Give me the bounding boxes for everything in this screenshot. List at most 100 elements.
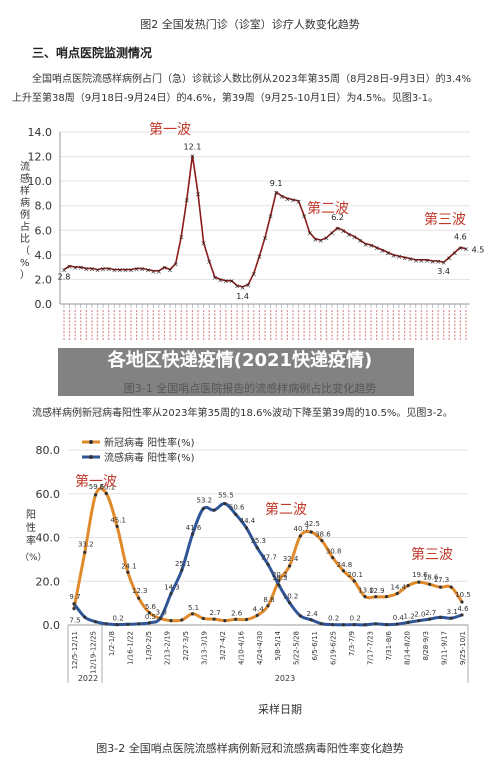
chart2-x-tick-label: 3/13-3/19 <box>200 631 208 665</box>
chart2-series-covid-point <box>244 617 249 622</box>
chart2-series-covid-point <box>83 550 87 554</box>
chart1-data-point: × <box>446 254 452 262</box>
chart2-series-covid-point <box>201 616 205 621</box>
chart2-series-flu-point <box>255 546 259 550</box>
chart1-data-point: × <box>374 244 380 252</box>
chart2-series-covid-point <box>438 585 443 589</box>
chart2-x-tick-label: 8/14-8/20 <box>404 631 412 665</box>
chart2-series-flu-point <box>438 615 443 619</box>
chart1-data-point: × <box>329 230 335 238</box>
chart2-series-covid-point <box>406 584 410 588</box>
chart2-series-flu-point <box>190 532 195 536</box>
chart2-data-label: 27.7 <box>261 553 277 561</box>
chart1-data-point: × <box>111 267 117 275</box>
chart1-data-point: × <box>189 152 195 160</box>
chart2-series-flu-point <box>352 622 356 627</box>
chart2-series-covid-point <box>72 606 76 611</box>
chart2-series-covid-point <box>169 619 173 623</box>
chart2-series-covid-point <box>309 530 313 534</box>
chart2-series-flu-point <box>363 623 367 627</box>
chart2-x-tick-label: 7/17-7/23 <box>367 631 375 665</box>
chart1-data-label: 12.1 <box>184 142 202 151</box>
chart2-data-label: 42.5 <box>304 520 320 528</box>
chart2-data-label: 53.2 <box>197 497 213 505</box>
chart2-series-covid-point <box>223 619 227 623</box>
chart2-series-covid-point <box>212 617 216 621</box>
chart1-data-point: × <box>139 265 145 273</box>
chart1-y-tick-label: 10.0 <box>28 175 53 188</box>
chart2-series-flu-point <box>83 615 87 619</box>
chart2-series-flu-point <box>169 592 173 596</box>
chart2-series-flu-point <box>277 583 281 587</box>
chart2-data-label: 7.5 <box>69 617 80 625</box>
chart2-x-tick-label: 1/30-2/5 <box>145 631 153 661</box>
positivity-rate-chart: 0.0 20.0 40.0 60.0 80.0 阳性率 （%） 12/5-12/11 12/19… <box>20 436 471 716</box>
chart2-data-label: 12.9 <box>369 587 385 595</box>
chart2-x-tick-label: 2/27-3/5 <box>182 631 190 661</box>
chart2-x-tick-label: 4/10-4/16 <box>237 630 245 665</box>
chart1-data-label: 4.5 <box>472 246 485 255</box>
chart2-series-flu-point <box>417 619 421 623</box>
chart2-legend-flu-label: 流感病毒 阳性率(%) <box>104 451 195 464</box>
chart2-data-label: 17.3 <box>434 576 450 584</box>
chart2-data-label: 3.1 <box>447 608 458 616</box>
chart1-data-point: × <box>89 265 95 273</box>
chart1-y-tick-label: 4.0 <box>35 249 53 262</box>
paragraph-1-line-1: 全国哨点医院流感样病例占门（急）诊就诊人数比例从2023年第35周（8月28日-… <box>32 74 471 85</box>
chart2-data-label: 9.7 <box>69 593 80 601</box>
chart2-series-flu-point <box>395 622 399 626</box>
chart2-series-flu-point <box>449 616 453 620</box>
chart2-series-covid-point <box>460 600 464 604</box>
chart2-series-covid-point <box>234 617 238 621</box>
chart1-data-point: × <box>117 267 123 275</box>
chart1-data-point: × <box>256 253 262 261</box>
section3-title: 三、哨点医院监测情况 <box>32 46 153 60</box>
chart1-data-point: × <box>100 265 106 273</box>
chart1-y-tick-label: 8.0 <box>35 200 53 213</box>
chart1-data-point: × <box>195 190 201 198</box>
chart1-data-point: × <box>167 267 173 275</box>
chart1-data-point: × <box>178 233 184 241</box>
chart1-data-point: × <box>357 237 363 245</box>
chart2-series-covid-point <box>287 564 292 568</box>
chart2-data-label: 13.0 <box>358 587 374 595</box>
chart2-data-label: 60.1 <box>100 484 116 492</box>
chart2-series-covid-point <box>331 556 335 560</box>
chart2-series-flu-point <box>374 622 378 626</box>
chart1-data-point: × <box>390 252 396 260</box>
chart1-data-label: 9.1 <box>270 179 283 188</box>
chart1-data-point: × <box>273 189 279 197</box>
chart2-data-label: 32.4 <box>283 555 299 563</box>
chart1-data-point: × <box>245 281 251 289</box>
chart2-legend-flu-marker <box>89 455 93 459</box>
chart2-data-label: 5.6 <box>145 603 157 611</box>
chart2-legend-covid-label: 新冠病毒 阳性率(%) <box>104 436 195 449</box>
chart2-data-label: 10.2 <box>283 593 299 601</box>
chart1-y-tick-label: 6.0 <box>35 224 53 237</box>
chart2-series-covid-point <box>320 538 324 543</box>
chart2-series-covid-point <box>363 594 367 599</box>
chart2-series-covid-point <box>137 596 141 600</box>
chart2-data-label: 35.3 <box>250 537 266 545</box>
paragraph-1-line-2: 上升至第38周（9月18日-9月24日）的4.6%，第39周（9月25-10月1… <box>12 93 439 104</box>
chart2-y-tick-label: 60.0 <box>36 488 61 501</box>
chart2-data-label: 0.5 <box>145 613 156 621</box>
chart2-data-label: 50.6 <box>229 503 245 511</box>
figure3-2-caption: 图3-2 全国哨点医院流感样病例新冠和流感病毒阳性率变化趋势 <box>96 742 404 755</box>
chart1-annotation-wave1: 第一波 <box>149 121 191 138</box>
chart2-year-label: 2023 <box>275 674 295 683</box>
chart2-data-label: 1.2 <box>404 612 415 620</box>
chart2-series-flu-point <box>266 562 270 567</box>
chart1-data-point: × <box>435 258 441 266</box>
chart1-data-point: × <box>268 213 274 221</box>
chart1-y-tick-label: 2.0 <box>35 273 53 286</box>
chart1-data-point: × <box>296 198 302 206</box>
chart1-data-point: × <box>150 268 156 276</box>
chart2-x-axis-title: 采样日期 <box>258 702 302 716</box>
chart1-data-point: × <box>418 257 424 265</box>
chart2-x-tick-label: 12/5-12/11 <box>71 631 79 669</box>
chart2-series-covid-point <box>115 524 119 528</box>
chart1-data-point: × <box>240 284 246 292</box>
chart1-data-point: × <box>212 274 218 282</box>
chart2-series-flu-point <box>309 618 313 622</box>
